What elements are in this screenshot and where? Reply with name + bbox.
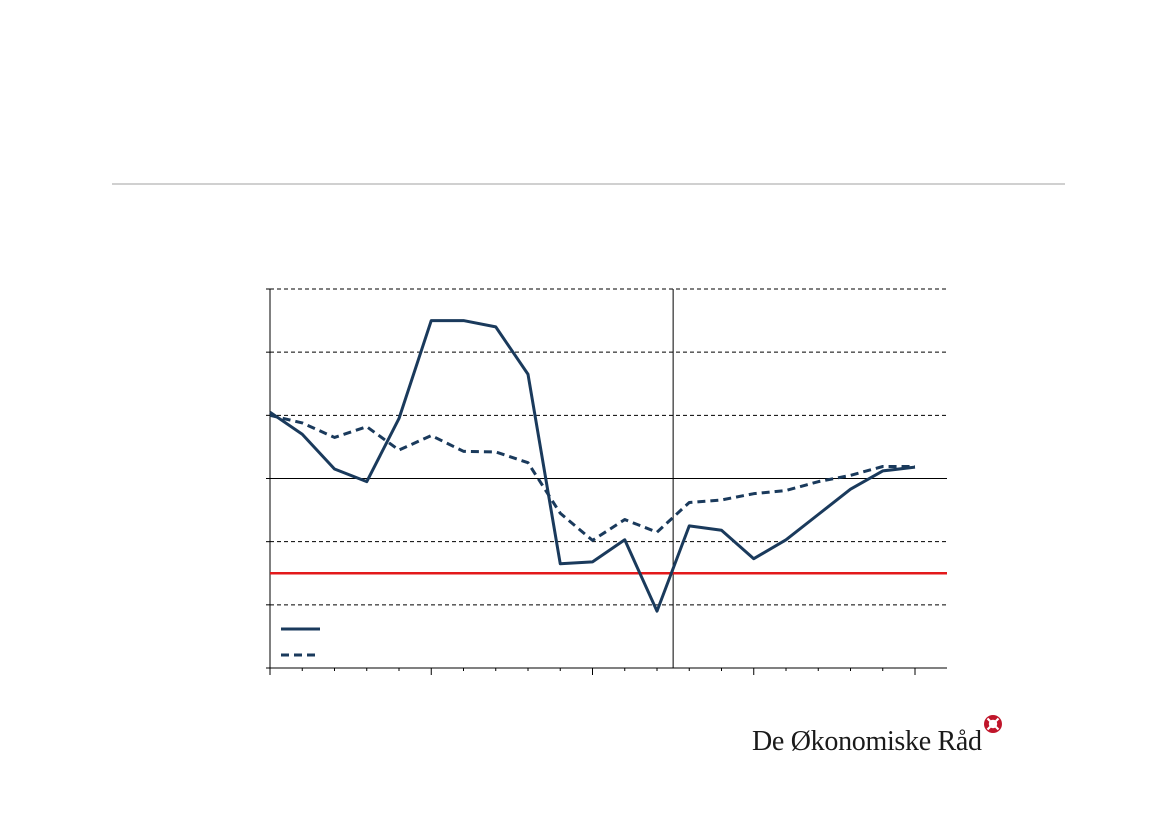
header-divider	[112, 183, 1065, 185]
series-line-1	[269, 319, 916, 613]
brand-name: De Økonomiske Råd	[752, 726, 982, 757]
brand-logo: De Økonomiske Råd	[752, 712, 1003, 762]
series-line-2	[269, 413, 915, 542]
brand-seal-icon	[983, 715, 1002, 733]
